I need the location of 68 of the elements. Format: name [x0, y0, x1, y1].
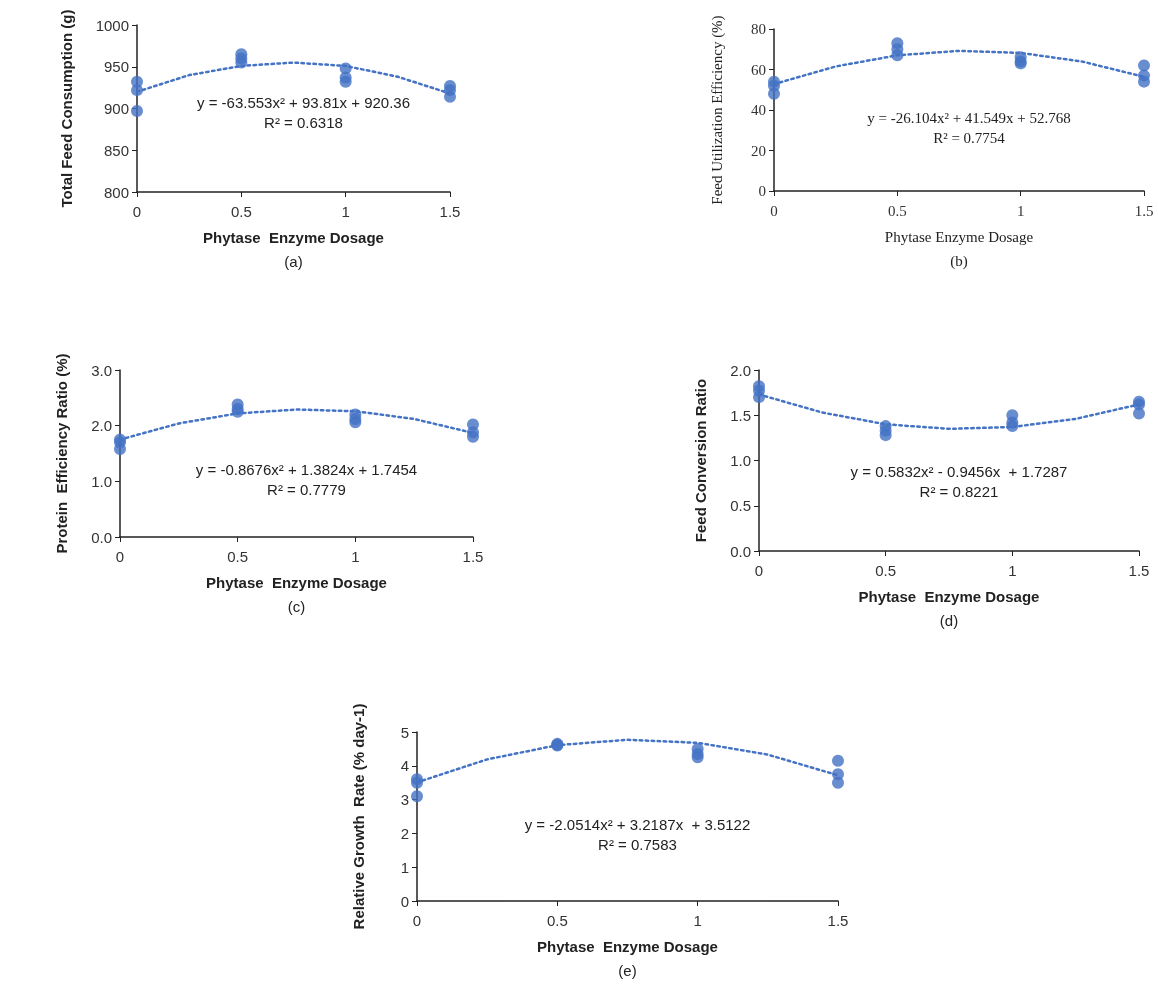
y-tick-label: 0.0	[730, 542, 751, 560]
text: (b)	[950, 252, 968, 270]
y-tick-label: 850	[103, 141, 129, 159]
x-tick-label: 1.5	[1134, 202, 1154, 219]
y-tick-label: 20	[751, 142, 766, 159]
y-tick-label: 3.0	[91, 361, 112, 379]
x-tick-label: 1	[1008, 562, 1017, 579]
text: (c)	[287, 598, 306, 615]
x-axis-title: Phytase Enzyme Dosage	[537, 938, 718, 955]
annotation: R² = 0.7779	[267, 480, 346, 498]
y-axis-title: Feed Utilization Efficiency (%)	[709, 15, 726, 205]
y-tick-label: 2	[400, 824, 409, 842]
y-tick-label: 5	[400, 723, 409, 741]
x-axis-title: Phytase Enzyme Dosage	[203, 229, 384, 246]
annotation: R² = 0.7583	[598, 835, 677, 853]
annotation: R² = 0.6318	[264, 114, 343, 132]
annotation: y = -2.0514x² + 3.2187x + 3.5122	[524, 815, 751, 833]
annotation: R² = 0.7754	[933, 129, 1006, 146]
y-axis-title: Relative Growth Rate (% day-1)	[349, 703, 367, 930]
y-tick-label: 80	[751, 21, 766, 37]
x-tick-label: 1.5	[1128, 562, 1150, 579]
x-axis-title: Phytase Enzyme Dosage	[884, 228, 1034, 245]
x-tick-label: 0.5	[227, 548, 249, 565]
y-tick-label: 1.0	[730, 452, 751, 469]
y-tick-label: 1	[400, 858, 409, 876]
x-tick-label: 0	[412, 912, 422, 929]
y-tick-label: 1000	[95, 16, 129, 34]
x-tick-label: 1	[1016, 202, 1025, 219]
annotation: y = -26.104x² + 41.549x + 52.768	[867, 109, 1071, 126]
y-tick-label: 60	[751, 61, 766, 78]
text: (e)	[618, 962, 637, 979]
x-tick-label: 0.5	[546, 912, 568, 929]
x-tick-label: 1	[693, 912, 702, 929]
y-axis-title: Feed Conversion Ratio	[691, 378, 709, 543]
x-tick-label: 1.5	[462, 548, 484, 565]
y-tick-label: 0	[400, 892, 409, 910]
annotation: y = 0.5832x² - 0.9456x + 1.7287	[850, 463, 1068, 481]
y-tick-label: 0	[758, 183, 766, 199]
x-tick-label: 0	[770, 202, 778, 219]
text: (a)	[284, 253, 303, 270]
y-tick-label: 0.0	[91, 528, 112, 546]
y-tick-label: 40	[751, 102, 766, 118]
x-tick-label: 0.5	[887, 202, 907, 219]
x-tick-label: 1.5	[827, 912, 849, 929]
y-tick-label: 3	[400, 791, 409, 809]
x-tick-label: 0.5	[230, 203, 252, 220]
x-axis-title: Phytase Enzyme Dosage	[858, 588, 1040, 605]
x-tick-label: 1.5	[439, 203, 461, 220]
x-tick-label: 0.5	[875, 562, 897, 579]
text: (d)	[939, 612, 959, 629]
y-tick-label: 4	[400, 757, 409, 775]
x-tick-label: 0	[132, 203, 142, 220]
annotation: y = -63.553x² + 93.81x + 920.36	[196, 94, 411, 112]
y-tick-label: 950	[103, 58, 129, 76]
y-axis-title: Protein Efficiency Ratio (%)	[52, 353, 70, 554]
annotation: R² = 0.8221	[919, 483, 999, 501]
y-axis-title: Total Feed Consumption (g)	[57, 9, 75, 208]
annotation: y = -0.8676x² + 1.3824x + 1.7454	[195, 460, 418, 478]
y-tick-label: 1.5	[730, 406, 751, 424]
x-tick-label: 1	[351, 548, 360, 565]
y-tick-label: 900	[103, 100, 129, 117]
x-tick-label: 1	[341, 203, 350, 220]
y-tick-label: 0.5	[730, 497, 751, 515]
x-axis-title: Phytase Enzyme Dosage	[206, 574, 387, 591]
y-tick-label: 1.0	[91, 472, 112, 490]
y-tick-label: 2.0	[91, 417, 112, 435]
y-tick-label: 800	[103, 183, 129, 201]
y-tick-label: 2.0	[730, 361, 751, 379]
